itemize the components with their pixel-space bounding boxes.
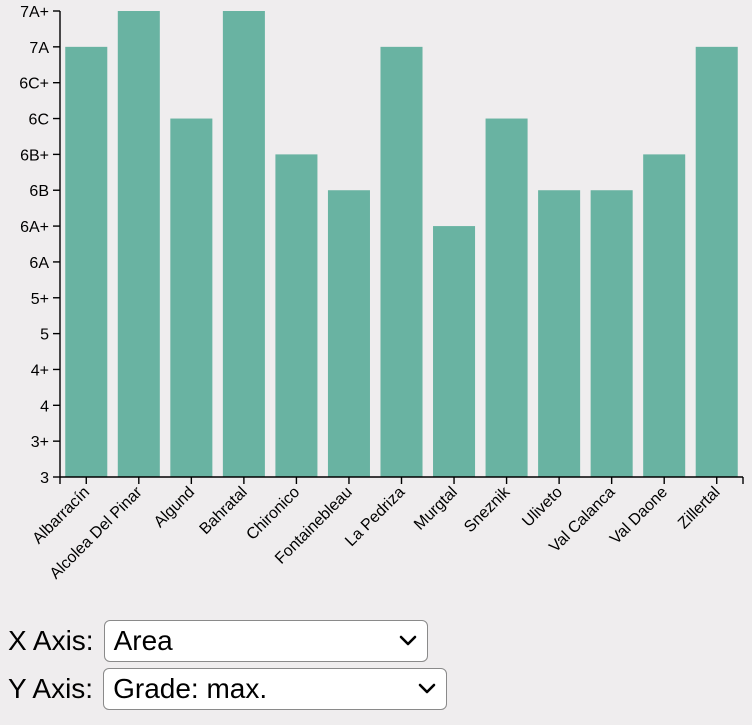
x-tick-label: Algund [151, 484, 198, 531]
y-tick-label: 6B+ [20, 147, 49, 164]
x-tick-label: Zillertal [675, 484, 723, 532]
bar-algund [170, 118, 213, 478]
y-tick-label: 6B [29, 183, 49, 200]
y-tick-label: 4+ [31, 362, 49, 379]
y-axis-selected-value: Grade: max. [113, 673, 268, 704]
y-axis: 3 3+ 4 4+ 5 5+ 6A 6A+ 6B 6B+ 6C 6C+ 7A 7A+ [19, 4, 61, 487]
x-tick-label: Murgtal [411, 484, 461, 534]
y-tick-label: 5 [40, 327, 49, 344]
x-tick-label: Sneznik [461, 483, 514, 536]
y-tick-label: 3 [40, 470, 49, 487]
y-tick-label: 6C+ [19, 76, 49, 93]
y-tick-label: 6A+ [20, 219, 49, 236]
bar-sneznik [485, 118, 528, 478]
x-axis-control: X Axis: Area [8, 618, 447, 664]
bar-val-calanca [590, 190, 633, 477]
bar-albarrac-n [65, 46, 108, 477]
chevron-down-icon [418, 683, 436, 694]
y-tick-label: 3+ [31, 434, 49, 451]
bar-chironico [275, 154, 318, 477]
bar-chart: 3 3+ 4 4+ 5 5+ 6A 6A+ 6B 6B+ 6C 6C+ 7A 7A+ Albarracín… [19, 4, 744, 583]
bar-bahratal [222, 11, 265, 477]
x-tick-label: Uliveto [519, 484, 566, 531]
axis-controls: X Axis: Area Y Axis: Grade: max. [8, 618, 448, 714]
y-axis-label: Y Axis: [8, 673, 94, 704]
y-axis-control: Y Axis: Grade: max. [8, 666, 448, 712]
chevron-down-icon [399, 635, 416, 646]
y-tick-label: 5+ [31, 291, 49, 308]
bars-group [65, 11, 738, 478]
y-tick-label: 7A [29, 40, 49, 57]
x-tick-label: Alcolea Del Pinar [47, 483, 146, 582]
x-axis-label: X Axis: [8, 625, 94, 656]
bar-zillertal [695, 46, 738, 477]
y-tick-label: 7A+ [20, 4, 49, 21]
x-tick-label: Val Daone [607, 484, 671, 548]
bar-val-daone [643, 154, 686, 477]
bar-alcolea-del-pinar [117, 11, 160, 477]
x-axis-select[interactable]: Area [103, 620, 428, 662]
y-tick-label: 6A [29, 255, 49, 272]
x-axis-selected-value: Area [113, 625, 173, 656]
bar-uliveto [538, 190, 581, 477]
y-tick-label: 4 [40, 398, 49, 415]
bar-fontainebleau [327, 190, 370, 477]
y-axis-select[interactable]: Grade: max. [103, 668, 448, 710]
bar-murgtal [433, 226, 476, 477]
x-tick-label: Bahratal [197, 484, 251, 538]
bar-la-pedriza [380, 46, 423, 477]
y-tick-label: 6C [29, 112, 49, 129]
